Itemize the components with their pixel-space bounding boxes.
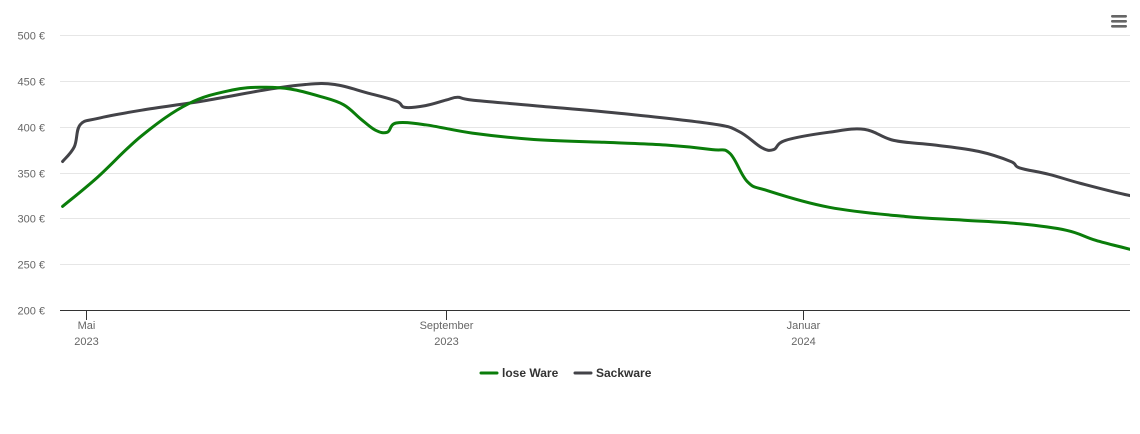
y-tick-label: 300 € bbox=[17, 214, 45, 226]
y-tick-label: 500 € bbox=[17, 31, 45, 43]
series-lines bbox=[61, 82, 1140, 259]
series-line-lose-ware[interactable] bbox=[61, 85, 1140, 259]
series-line-sackware[interactable] bbox=[61, 82, 1140, 207]
x-tick-label-year: 2023 bbox=[74, 336, 98, 348]
x-tick-label-year: 2023 bbox=[434, 336, 458, 348]
y-tick-label: 450 € bbox=[17, 77, 45, 89]
x-axis-ticks: Mai 2023 September 2023 Januar 2024 bbox=[74, 310, 821, 348]
y-tick-label: 200 € bbox=[17, 306, 45, 318]
x-tick-label-month: Mai bbox=[78, 320, 96, 332]
y-tick-label: 350 € bbox=[17, 169, 45, 181]
legend[interactable]: lose Ware Sackware bbox=[479, 366, 652, 380]
legend-label: lose Ware bbox=[502, 366, 559, 380]
x-tick-label-month: Januar bbox=[787, 320, 821, 332]
legend-item[interactable]: lose Ware bbox=[479, 366, 559, 380]
x-tick-label-year: 2024 bbox=[791, 336, 815, 348]
grid-lines bbox=[60, 35, 1130, 265]
x-tick-label-month: September bbox=[420, 320, 474, 332]
y-axis-labels: 200 € 250 € 300 € 350 € 400 € 450 € 500 € bbox=[17, 31, 45, 318]
y-tick-label: 250 € bbox=[17, 260, 45, 272]
legend-item[interactable]: Sackware bbox=[573, 366, 652, 380]
y-tick-label: 400 € bbox=[17, 123, 45, 135]
legend-label: Sackware bbox=[596, 366, 652, 380]
chart-menu-hamburger-icon[interactable] bbox=[1109, 11, 1129, 31]
